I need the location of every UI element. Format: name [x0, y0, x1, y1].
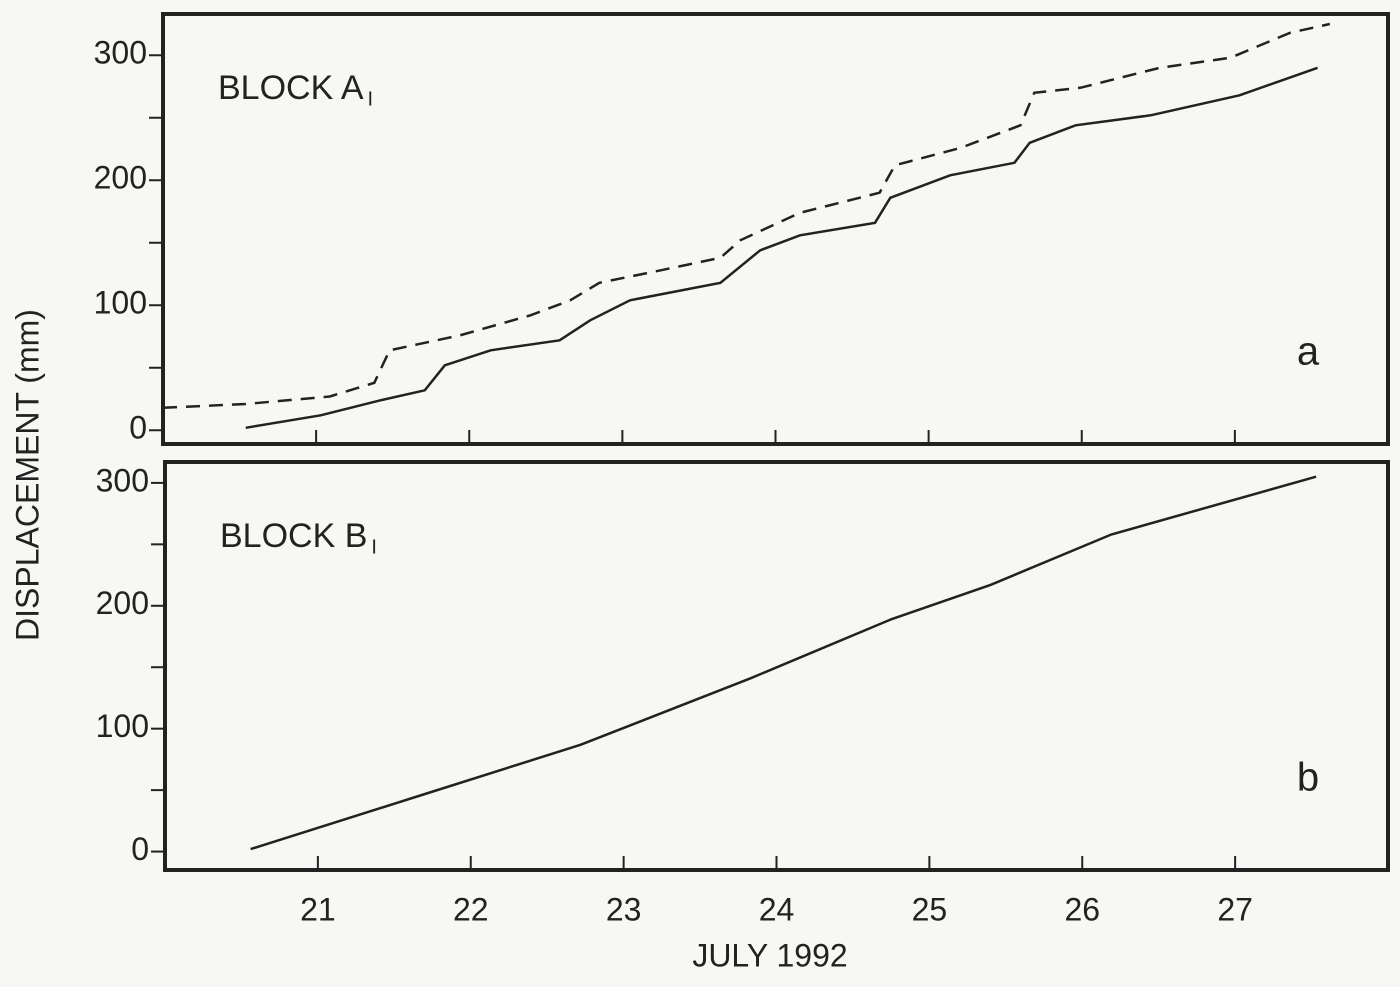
- y-tick-label: 200: [94, 160, 147, 196]
- x-axis-label: JULY 1992: [692, 937, 847, 973]
- panel-annotation: BLOCK A: [218, 69, 364, 107]
- y-tick-label: 200: [96, 585, 149, 621]
- x-tick-label: 24: [759, 891, 795, 927]
- annotation-subscript: I: [368, 88, 374, 110]
- x-tick-label: 23: [606, 891, 642, 927]
- annotation-subscript: I: [371, 536, 377, 558]
- y-tick-label: 300: [96, 462, 149, 498]
- data-line: [162, 22, 1331, 410]
- panel-annotation: BLOCK B: [220, 517, 367, 555]
- y-tick-label: 0: [131, 831, 149, 867]
- data-line: [245, 66, 1319, 430]
- y-tick-label: 100: [94, 285, 147, 321]
- y-tick-label: 300: [94, 35, 147, 71]
- y-tick-label: 100: [96, 708, 149, 744]
- y-tick-label: 0: [129, 410, 147, 446]
- panel-label: b: [1297, 756, 1319, 800]
- x-tick-label: 25: [912, 891, 948, 927]
- x-tick-label: 27: [1217, 891, 1253, 927]
- x-tick-label: 22: [453, 891, 489, 927]
- y-axis-label: DISPLACEMENT (mm): [9, 309, 45, 641]
- x-tick-label: 26: [1064, 891, 1100, 927]
- panel-label: a: [1297, 330, 1320, 374]
- data-line: [250, 475, 1317, 851]
- x-tick-label: 21: [300, 891, 336, 927]
